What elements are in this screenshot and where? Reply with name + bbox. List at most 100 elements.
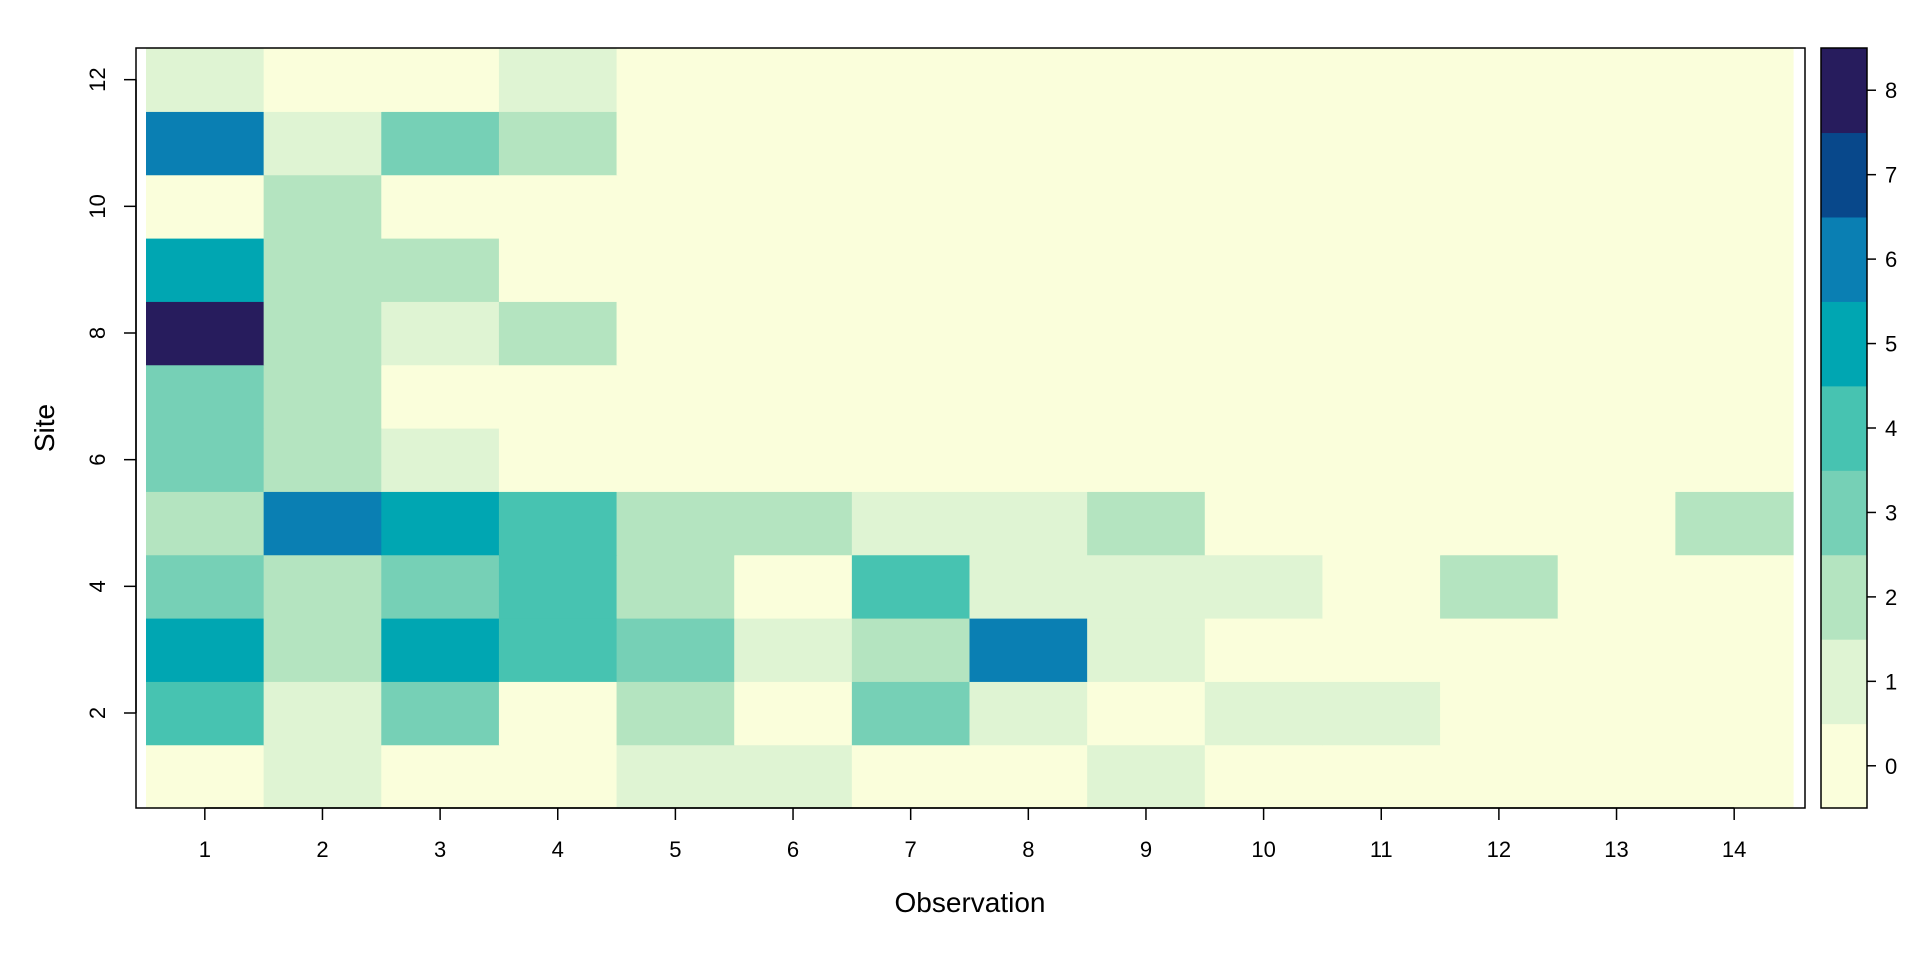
heatmap-cell [1087, 174, 1206, 239]
x-tick-label: 9 [1140, 837, 1152, 862]
heatmap-cell [146, 618, 265, 682]
heatmap-cell [1204, 364, 1324, 429]
heatmap-cell [616, 681, 735, 746]
heatmap-cell [969, 174, 1088, 239]
heatmap-cell [1675, 744, 1794, 809]
heatmap-cell [734, 618, 853, 682]
heatmap-cell [969, 238, 1088, 302]
heatmap-cell [263, 238, 382, 302]
heatmap-cell [381, 301, 500, 366]
heatmap-cell [381, 744, 500, 809]
heatmap-cell [146, 364, 265, 429]
colorbar-swatch [1821, 470, 1867, 556]
heatmap-cell [1557, 681, 1676, 746]
heatmap-cell [851, 681, 971, 746]
heatmap-cell [1675, 238, 1794, 302]
heatmap-cell [851, 174, 971, 239]
heatmap-cell [969, 364, 1088, 429]
colorbar-axis: 0 1 2 3 4 5 6 7 8 [1867, 78, 1897, 779]
heatmap-cell [381, 111, 500, 176]
colorbar-tick-label: 8 [1885, 78, 1897, 103]
heatmap-cell [1322, 491, 1441, 556]
heatmap-cells [146, 48, 1794, 809]
heatmap-cell [498, 48, 618, 112]
heatmap-cell [969, 681, 1088, 746]
x-tick-label: 7 [905, 837, 917, 862]
heatmap-cell [1440, 364, 1559, 429]
heatmap-cell [851, 491, 971, 556]
heatmap-cell [734, 491, 853, 556]
colorbar-swatch [1821, 132, 1867, 218]
heatmap-cell [1087, 364, 1206, 429]
heatmap-cell [1440, 301, 1559, 366]
heatmap-cell [263, 428, 382, 492]
x-tick-label: 8 [1022, 837, 1034, 862]
heatmap-cell [616, 238, 735, 302]
heatmap-cell [1557, 301, 1676, 366]
heatmap-cell [1440, 174, 1559, 239]
heatmap-cell [616, 364, 735, 429]
x-tick-label: 14 [1722, 837, 1746, 862]
colorbar-tick-label: 2 [1885, 585, 1897, 610]
heatmap-cell [969, 554, 1088, 619]
heatmap-cell [1087, 238, 1206, 302]
heatmap-cell [1675, 111, 1794, 176]
y-tick-label: 10 [85, 194, 110, 218]
heatmap-cell [1557, 554, 1676, 619]
x-tick-label: 13 [1604, 837, 1628, 862]
heatmap-cell [1557, 618, 1676, 682]
heatmap-cell [1322, 48, 1441, 112]
heatmap-cell [381, 428, 500, 492]
heatmap-cell [969, 744, 1088, 809]
heatmap-cell [851, 618, 971, 682]
colorbar-tick-label: 1 [1885, 669, 1897, 694]
heatmap-cell [1675, 174, 1794, 239]
y-tick-label: 12 [85, 67, 110, 91]
heatmap-cell [498, 111, 618, 176]
heatmap-cell [1204, 491, 1324, 556]
heatmap-cell [263, 111, 382, 176]
colorbar-swatch [1821, 639, 1867, 725]
heatmap-cell [1087, 681, 1206, 746]
heatmap-cell [263, 491, 382, 556]
heatmap-cell [1087, 618, 1206, 682]
heatmap-cell [498, 238, 618, 302]
heatmap-cell [1204, 301, 1324, 366]
heatmap-cell [1204, 111, 1324, 176]
heatmap-cell [851, 364, 971, 429]
x-tick-label: 3 [434, 837, 446, 862]
heatmap-cell [1557, 48, 1676, 112]
heatmap-cell [1087, 428, 1206, 492]
heatmap-cell [1322, 554, 1441, 619]
heatmap-cell [1204, 681, 1324, 746]
heatmap-cell [734, 428, 853, 492]
heatmap-cell [1204, 48, 1324, 112]
heatmap-cell [146, 48, 265, 112]
colorbar-swatch [1821, 216, 1867, 302]
y-tick-label: 4 [85, 580, 110, 592]
heatmap-cell [1675, 301, 1794, 366]
heatmap-cell [1675, 681, 1794, 746]
heatmap-cell [1087, 111, 1206, 176]
heatmap-cell [616, 48, 735, 112]
heatmap-cell [498, 744, 618, 809]
heatmap-cell [734, 364, 853, 429]
heatmap-cell [1557, 428, 1676, 492]
heatmap-cell [851, 48, 971, 112]
heatmap-cell [1204, 618, 1324, 682]
heatmap-cell [1440, 111, 1559, 176]
heatmap-cell [734, 681, 853, 746]
colorbar-tick-label: 6 [1885, 247, 1897, 272]
heatmap-cell [1322, 301, 1441, 366]
heatmap-cell [1204, 238, 1324, 302]
heatmap-cell [1204, 428, 1324, 492]
heatmap-cell [263, 744, 382, 809]
heatmap-cell [1440, 618, 1559, 682]
heatmap-cell [1440, 744, 1559, 809]
colorbar-swatch [1821, 723, 1867, 809]
heatmap-cell [263, 174, 382, 239]
heatmap-cell [969, 618, 1088, 682]
heatmap-cell [1675, 364, 1794, 429]
heatmap-cell [851, 111, 971, 176]
